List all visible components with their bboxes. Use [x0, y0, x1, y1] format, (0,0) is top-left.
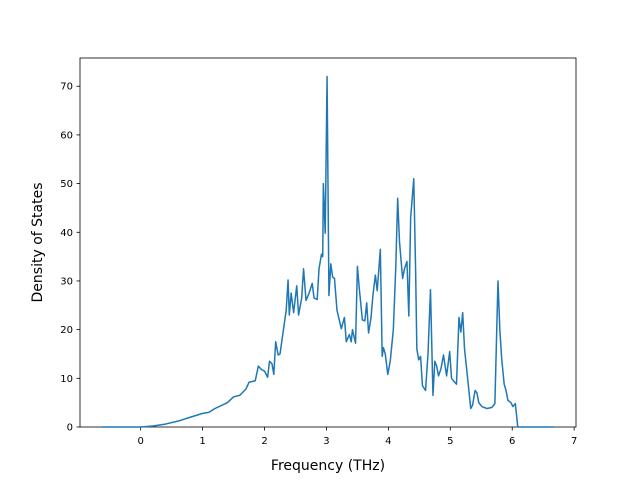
x-tick-label: 6 [509, 436, 515, 447]
y-tick-label: 50 [60, 179, 73, 190]
x-tick-label: 7 [571, 436, 577, 447]
y-tick-label: 30 [60, 276, 73, 287]
x-tick-label: 0 [137, 436, 143, 447]
x-axis-label: Frequency (THz) [271, 458, 385, 474]
y-axis-label: Density of States [30, 183, 46, 303]
x-tick-label: 1 [199, 436, 205, 447]
line-series [101, 75, 554, 428]
y-tick-label: 10 [60, 374, 73, 385]
x-tick-label: 4 [385, 436, 391, 447]
y-tick-label: 60 [60, 130, 73, 141]
y-tick-label: 40 [60, 228, 73, 239]
y-tick-label: 20 [60, 325, 73, 336]
plot-frame [79, 57, 577, 428]
x-tick-label: 3 [323, 436, 329, 447]
x-tick-label: 5 [447, 436, 453, 447]
y-tick-label: 0 [67, 423, 73, 434]
x-tick-label: 2 [261, 436, 267, 447]
y-tick-label: 70 [60, 82, 73, 93]
